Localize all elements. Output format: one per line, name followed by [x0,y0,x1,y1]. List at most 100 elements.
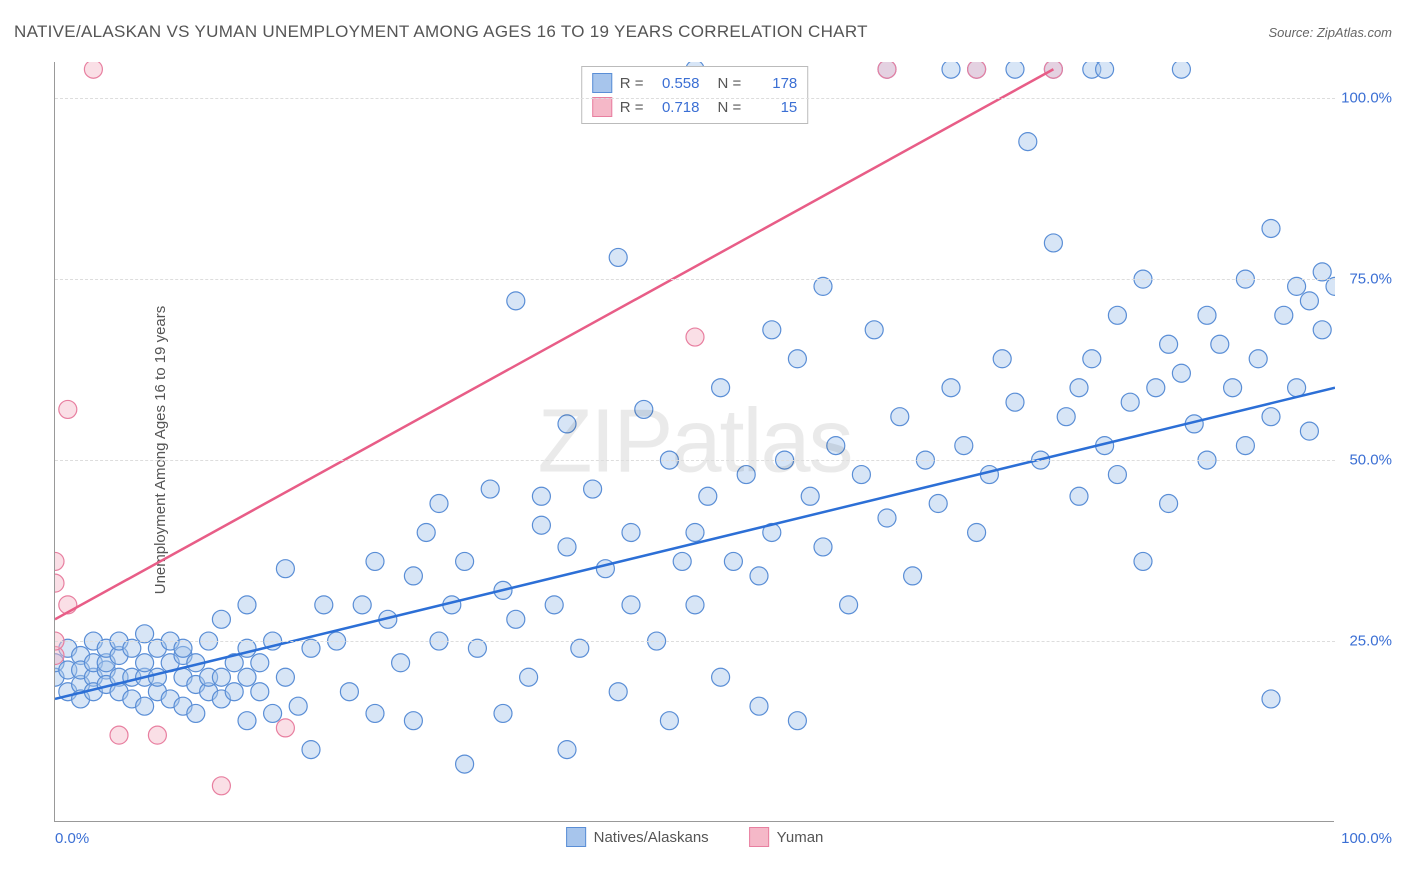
data-point [968,62,986,78]
data-point [712,379,730,397]
data-point [212,777,230,795]
data-point [929,495,947,513]
data-point [686,596,704,614]
data-point [788,350,806,368]
data-point [187,704,205,722]
data-point [1249,350,1267,368]
data-point [55,574,64,592]
data-point [558,415,576,433]
data-point [1262,690,1280,708]
data-point [1313,321,1331,339]
data-point [1044,234,1062,252]
data-point [520,668,538,686]
data-point [264,704,282,722]
data-point [404,712,422,730]
data-point [712,668,730,686]
data-point [840,596,858,614]
scatter-svg [55,62,1335,822]
data-point [251,683,269,701]
data-point [1288,379,1306,397]
data-point [1172,364,1190,382]
data-point [340,683,358,701]
regression-line [55,388,1335,699]
legend-item-natives: Natives/Alaskans [566,827,709,847]
data-point [942,379,960,397]
data-point [904,567,922,585]
data-point [55,552,64,570]
data-point [148,726,166,744]
data-point [609,248,627,266]
data-point [558,538,576,556]
data-point [1224,379,1242,397]
data-point [212,610,230,628]
data-point [763,321,781,339]
y-tick-label: 75.0% [1349,271,1392,288]
data-point [1198,306,1216,324]
y-tick-label: 100.0% [1341,90,1392,107]
legend-swatch-yuman [592,97,612,117]
legend-row-natives: R = 0.558 N = 178 [592,71,798,95]
legend-label-natives: Natives/Alaskans [594,829,709,846]
data-point [1108,306,1126,324]
data-point [1236,437,1254,455]
n-value-yuman: 15 [749,99,797,116]
data-point [315,596,333,614]
data-point [302,741,320,759]
plot-container: Unemployment Among Ages 16 to 19 years Z… [54,62,1392,838]
x-tick-min: 0.0% [55,830,89,847]
data-point [968,523,986,541]
data-point [1070,487,1088,505]
data-point [481,480,499,498]
data-point [1134,552,1152,570]
data-point [1275,306,1293,324]
data-point [993,350,1011,368]
data-point [353,596,371,614]
series-legend: Natives/Alaskans Yuman [566,827,824,847]
data-point [532,516,550,534]
data-point [366,552,384,570]
data-point [404,567,422,585]
data-point [1262,408,1280,426]
data-point [609,683,627,701]
data-point [584,480,602,498]
r-value-natives: 0.558 [652,75,700,92]
data-point [1160,495,1178,513]
n-value-natives: 178 [749,75,797,92]
r-label: R = [620,99,644,116]
data-point [59,400,77,418]
data-point [507,292,525,310]
data-point [251,654,269,672]
data-point [1019,133,1037,151]
data-point [136,654,154,672]
data-point [148,668,166,686]
legend-swatch-icon [749,827,769,847]
data-point [276,560,294,578]
data-point [622,523,640,541]
data-point [980,466,998,484]
data-point [1108,466,1126,484]
data-point [673,552,691,570]
data-point [289,697,307,715]
data-point [276,719,294,737]
legend-item-yuman: Yuman [749,827,824,847]
chart-title: NATIVE/ALASKAN VS YUMAN UNEMPLOYMENT AMO… [14,22,868,42]
data-point [788,712,806,730]
n-label: N = [718,99,742,116]
data-point [1121,393,1139,411]
data-point [110,726,128,744]
gridline [55,460,1335,461]
data-point [417,523,435,541]
data-point [955,437,973,455]
data-point [635,400,653,418]
data-point [136,697,154,715]
data-point [686,328,704,346]
data-point [507,610,525,628]
data-point [430,495,448,513]
data-point [750,567,768,585]
data-point [545,596,563,614]
legend-label-yuman: Yuman [777,829,824,846]
data-point [276,668,294,686]
data-point [1172,62,1190,78]
data-point [456,552,474,570]
data-point [1160,335,1178,353]
